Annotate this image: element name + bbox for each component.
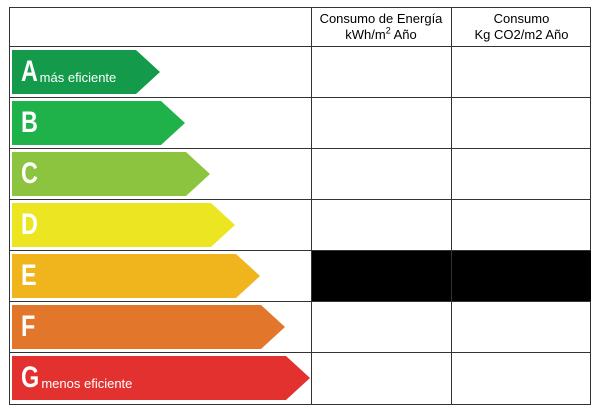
rating-arrow-b: B (12, 101, 185, 145)
rating-row-e: E (10, 251, 311, 301)
column-divider (311, 8, 312, 404)
co2-consumption-header: Consumo Kg CO2/m2 Año (452, 8, 591, 46)
rating-row-d: D (10, 200, 311, 250)
row-divider (10, 97, 590, 98)
rating-description: más eficiente (39, 69, 117, 85)
rating-row-g: G menos eficiente (10, 353, 311, 403)
rating-arrow-a: A más eficiente (12, 50, 160, 94)
rating-arrow-c: C (12, 152, 210, 196)
co2-header-line2: Kg CO2/m2 Año (474, 27, 569, 42)
energy-consumption-header: Consumo de Energía kWh/m2 Año (311, 8, 451, 46)
rating-letter: D (21, 208, 38, 241)
row-divider (10, 199, 590, 200)
co2-header-line1: Consumo (493, 11, 550, 26)
rating-arrow-d: D (12, 203, 235, 247)
energy-value-cell-e (312, 251, 451, 301)
rating-letter: F (21, 310, 36, 343)
rating-letter: B (21, 106, 38, 139)
column-divider (451, 8, 452, 404)
rating-letter: C (21, 157, 38, 190)
energy-header-line2: kWh/m2 Año (345, 25, 417, 42)
row-divider (10, 352, 590, 353)
rating-row-f: F (10, 302, 311, 352)
rating-letter: G (21, 361, 40, 394)
rating-arrow-f: F (12, 305, 285, 349)
rating-letter: E (21, 259, 37, 292)
rating-arrow-g: G menos eficiente (12, 356, 310, 400)
rating-row-c: C (10, 149, 311, 199)
co2-value-cell-e (452, 251, 591, 301)
rating-row-b: B (10, 98, 311, 148)
rating-row-a: A más eficiente (10, 47, 311, 97)
energy-label-table: Consumo de Energía kWh/m2 Año Consumo Kg… (9, 7, 591, 405)
rating-arrow-e: E (12, 254, 260, 298)
row-divider (10, 301, 590, 302)
row-divider (10, 46, 590, 47)
row-divider (10, 148, 590, 149)
rating-description: menos eficiente (41, 375, 133, 391)
energy-header-line1: Consumo de Energía (319, 11, 443, 26)
row-divider (10, 250, 590, 251)
rating-letter: A (21, 55, 38, 88)
